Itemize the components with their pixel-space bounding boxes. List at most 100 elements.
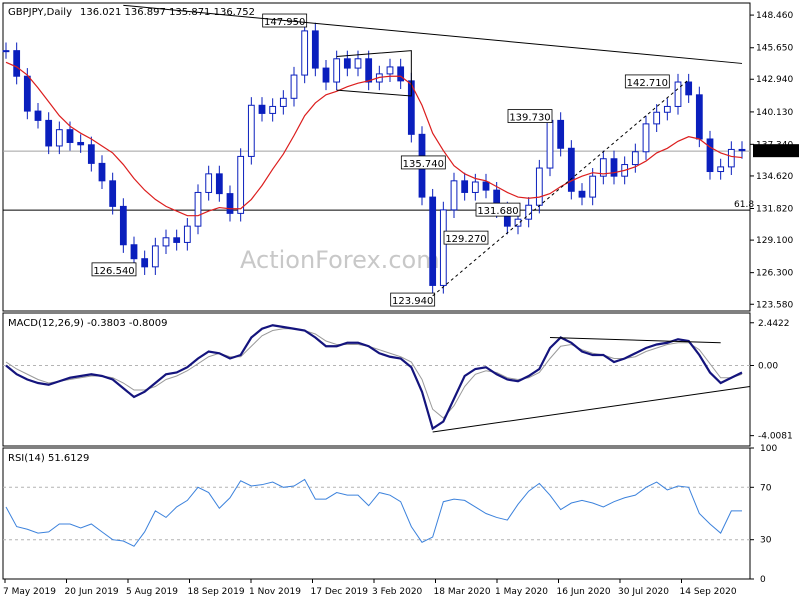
price-annotation: 139.730 <box>507 109 553 124</box>
candle-body <box>450 180 458 211</box>
macd-layer <box>3 324 751 433</box>
x-tick-label: 3 Feb 2020 <box>372 587 423 597</box>
candle-body <box>237 155 245 214</box>
candle-body <box>119 205 127 246</box>
macd-title: MACD(12,26,9) -0.3803 -0.8009 <box>8 318 168 329</box>
price-tick-label: 140.130 <box>756 108 793 118</box>
annotation-text: 139.730 <box>509 113 550 124</box>
moving-average-line <box>5 61 743 217</box>
candle-body <box>685 81 693 96</box>
rsi-tick-label: 30 <box>760 536 772 546</box>
annotation-text: 142.710 <box>627 78 668 89</box>
x-tick-label: 1 Nov 2019 <box>249 587 301 597</box>
candle-body <box>386 66 394 75</box>
price-panel-frame <box>2 2 751 312</box>
candle-body <box>205 173 213 193</box>
x-tick-label: 20 Jun 2019 <box>65 587 119 597</box>
candle-body <box>34 110 42 121</box>
candle-body <box>695 94 703 140</box>
candle-body <box>642 123 650 153</box>
candle-body <box>2 50 10 53</box>
candle-body <box>599 158 607 177</box>
rsi-line <box>5 478 742 547</box>
x-tick-label: 16 Jun 2020 <box>557 587 611 597</box>
candle-body <box>13 50 21 77</box>
signal-line <box>5 328 743 419</box>
macd-line <box>5 324 743 431</box>
price-tick-label: 137.340 <box>756 140 793 150</box>
price-tick-label: 129.100 <box>756 236 793 246</box>
macd-tick-label: -4.0081 <box>758 432 793 442</box>
x-tick-label: 14 Sep 2020 <box>680 587 737 597</box>
last-price-tag <box>753 144 799 158</box>
candle-body <box>439 209 447 286</box>
fib-level-label: 61.8 <box>734 200 754 210</box>
price-annotation: 126.540 <box>91 262 137 277</box>
annotation-text: 147.950 <box>264 17 305 28</box>
candle-body <box>173 237 181 243</box>
macd-tick-label: 2.4422 <box>758 319 790 329</box>
price-tick-label: 134.620 <box>756 172 793 182</box>
rsi-panel-frame <box>2 447 751 580</box>
candle-body <box>717 166 725 173</box>
annotation-box <box>91 262 137 277</box>
annotation-text: 135.740 <box>403 159 444 170</box>
candle-body <box>706 138 714 173</box>
candle-body <box>269 105 277 114</box>
annotation-box <box>507 109 553 123</box>
macd-support-trendline <box>432 386 751 433</box>
rsi-tick-label: 0 <box>760 575 766 585</box>
x-tick-label: 7 May 2019 <box>3 587 56 597</box>
rsi-tick-label: 100 <box>760 444 777 454</box>
candle-body <box>279 97 287 107</box>
x-tick-label: 1 May 2020 <box>495 587 548 597</box>
price-tick-label: 142.940 <box>756 75 793 85</box>
annotation-text: 126.540 <box>93 266 134 277</box>
candle-body <box>98 162 106 182</box>
candle-body <box>471 181 479 193</box>
price-annotation: 135.740 <box>400 155 446 170</box>
candle-body <box>162 237 170 247</box>
candle-body <box>343 58 351 69</box>
price-tick-label: 145.650 <box>756 44 793 54</box>
rsi-title: RSI(14) 51.6129 <box>8 453 89 464</box>
price-tick-label: 148.460 <box>756 11 793 21</box>
price-tick-label: 126.300 <box>756 269 793 279</box>
annotation-box <box>390 292 436 307</box>
candle-body <box>557 119 565 149</box>
candle-body <box>674 81 682 107</box>
annotation-text: 131.680 <box>477 206 518 217</box>
rsi-tick-label: 70 <box>760 483 772 493</box>
x-tick-label: 17 Dec 2019 <box>311 587 369 597</box>
candle-body <box>215 173 223 195</box>
candle-body <box>66 129 74 143</box>
ohlc-readout: 136.021 136.897 135.871 136.752 <box>80 7 255 18</box>
x-tick-label: 30 Jul 2020 <box>618 587 669 597</box>
macd-tick-label: 0.00 <box>758 362 778 372</box>
price-tick-label: 123.580 <box>756 300 793 310</box>
candle-body <box>87 144 95 164</box>
price-annotation: 123.940 <box>390 292 436 307</box>
annotation-text: 129.270 <box>445 234 486 245</box>
candle-body <box>567 147 575 192</box>
candle-body <box>546 119 554 169</box>
candle-body <box>333 58 341 83</box>
candle-body <box>482 181 490 191</box>
candle-body <box>151 245 159 268</box>
candle-body <box>397 66 405 82</box>
candle-body <box>130 244 138 260</box>
candle-body <box>578 190 586 198</box>
candle-body <box>727 148 735 168</box>
macd-resistance-trendline <box>549 337 721 344</box>
rising-channel-line <box>432 79 689 297</box>
candle-body <box>631 151 639 166</box>
candle-body <box>258 104 266 114</box>
x-tick-label: 18 Sep 2019 <box>188 587 245 597</box>
price-annotation: 142.710 <box>624 74 670 89</box>
candle-body <box>141 258 149 268</box>
symbol-label: GBPJPY,Daily <box>8 7 72 18</box>
candle-body <box>109 180 117 207</box>
macd-panel-frame <box>2 312 751 447</box>
resistance-trendline <box>123 4 743 64</box>
candle-body <box>653 111 661 125</box>
